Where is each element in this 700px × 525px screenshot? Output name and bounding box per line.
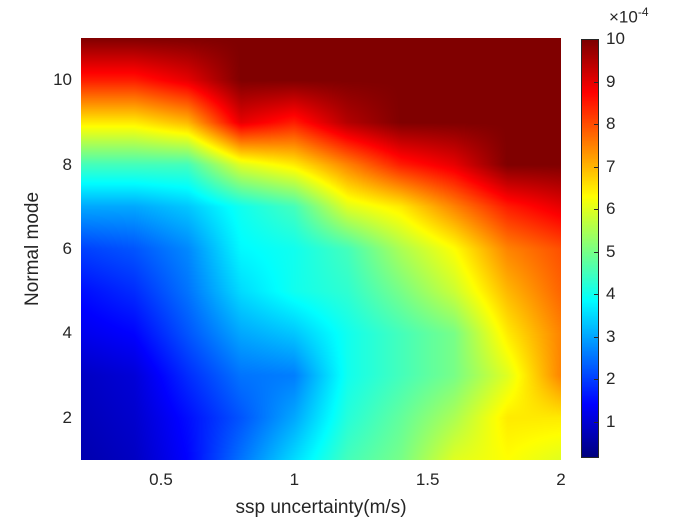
colorbar-tick-label: 4 (606, 284, 616, 304)
colorbar-tick-label: 10 (606, 29, 625, 48)
y-tick-label: 6 (62, 239, 72, 258)
colorbar-tick-label: 3 (606, 326, 616, 346)
colorbar-tick-mark (594, 209, 598, 211)
colorbar-tick-label: 8 (606, 114, 616, 134)
colorbar-tick-label: 2 (606, 369, 616, 389)
colorbar-tick-label: 5 (606, 241, 616, 261)
y-tick-label: 4 (62, 323, 72, 343)
colorbar-tick-mark (594, 421, 598, 423)
colorbar-tick-mark (594, 294, 598, 296)
colorbar-tick-mark (594, 124, 598, 126)
colorbar-tick-label: 7 (606, 156, 616, 176)
x-tick-label: 2 (556, 470, 566, 489)
colorbar-tick-mark (594, 39, 598, 40)
y-tick-label: 2 (62, 407, 72, 427)
x-tick-label: 1 (289, 470, 300, 489)
colorbar-tick-label: 6 (606, 199, 616, 219)
colorbar (581, 39, 599, 458)
x-axis-label: ssp uncertainty(m/s) (235, 497, 407, 518)
x-tick-label: 1.5 (415, 470, 440, 489)
colorbar-tick-label: 1 (606, 411, 616, 431)
y-axis-label: Normal mode (22, 191, 43, 307)
colorbar-tick-mark (594, 81, 598, 83)
x-tick-label: 0.5 (149, 470, 173, 489)
colorbar-exponent: ×10-4 (609, 5, 649, 27)
colorbar-tick-label: 9 (606, 71, 616, 91)
y-tick-label: 10 (53, 70, 72, 90)
colorbar-tick-mark (594, 379, 598, 381)
colorbar-tick-mark (594, 336, 598, 338)
heatmap-plot (81, 38, 561, 460)
colorbar-tick-mark (594, 166, 598, 168)
y-tick-label: 8 (62, 154, 72, 174)
colorbar-tick-mark (594, 251, 598, 253)
